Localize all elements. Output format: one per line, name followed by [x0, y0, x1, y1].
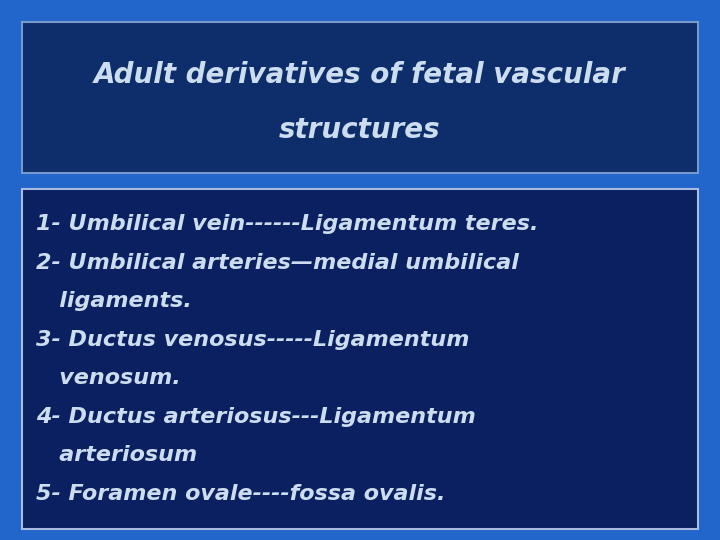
Text: Adult derivatives of fetal vascular: Adult derivatives of fetal vascular: [94, 60, 626, 89]
Text: 1- Umbilical vein------Ligamentum teres.: 1- Umbilical vein------Ligamentum teres.: [36, 214, 539, 234]
Text: 5- Foramen ovale----fossa ovalis.: 5- Foramen ovale----fossa ovalis.: [36, 484, 446, 504]
Text: 3- Ductus venosus-----Ligamentum: 3- Ductus venosus-----Ligamentum: [36, 330, 469, 350]
FancyBboxPatch shape: [22, 189, 698, 529]
Text: 2- Umbilical arteries—medial umbilical: 2- Umbilical arteries—medial umbilical: [36, 253, 519, 273]
FancyBboxPatch shape: [22, 22, 698, 173]
Text: 4- Ductus arteriosus---Ligamentum: 4- Ductus arteriosus---Ligamentum: [36, 407, 476, 427]
Text: ligaments.: ligaments.: [36, 292, 192, 312]
Text: structures: structures: [279, 117, 441, 145]
Text: venosum.: venosum.: [36, 368, 181, 388]
Text: arteriosum: arteriosum: [36, 446, 197, 465]
